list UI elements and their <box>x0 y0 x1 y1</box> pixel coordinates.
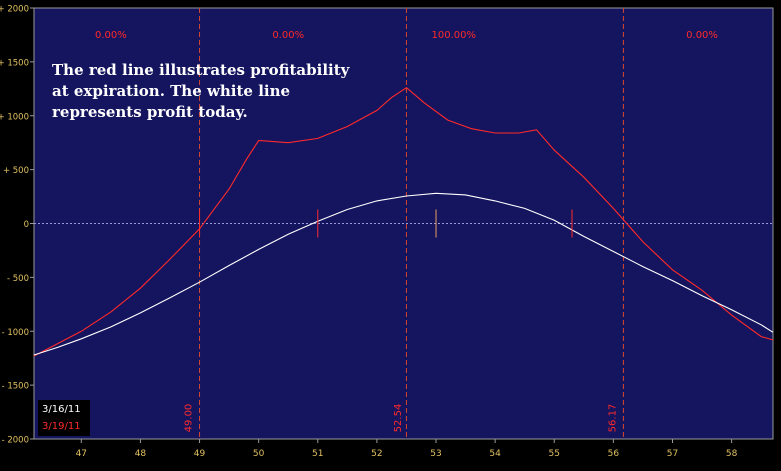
breakeven-label-1: 52.54 <box>393 404 404 433</box>
y-tick-label-3: + 500 <box>3 166 29 176</box>
y-tick-label-8: - 2000 <box>2 436 29 446</box>
chart-annotation: The red line illustrates profitability a… <box>52 61 350 121</box>
breakeven-label-2: 56.17 <box>607 404 618 433</box>
x-tick-label-5: 52 <box>371 449 382 459</box>
y-tick-label-1: + 1500 <box>0 58 29 68</box>
y-tick-label-0: + 2000 <box>0 5 29 15</box>
zone-label-3: 0.00% <box>686 30 718 41</box>
x-tick-label-9: 56 <box>608 449 620 459</box>
x-tick-label-3: 50 <box>253 449 265 459</box>
series-lines <box>33 87 774 357</box>
x-tick-label-4: 51 <box>312 449 323 459</box>
strike-ticks <box>199 209 573 238</box>
x-tick-label-6: 53 <box>430 449 441 459</box>
zone-label-0: 0.00% <box>95 30 127 41</box>
x-axis: 47 48 49 50 51 52 53 54 55 56 57 58 <box>76 439 738 459</box>
x-tick-label-1: 48 <box>135 449 147 459</box>
legend-entry-white: 3/16/11 <box>42 404 81 415</box>
y-tick-label-6: - 1000 <box>2 328 29 338</box>
x-tick-label-10: 57 <box>667 449 678 459</box>
breakeven-label-0: 49.00 <box>184 404 195 433</box>
y-axis: + 2000 + 1500 + 1000 + 500 0 - 500 - 1000 - 150… <box>0 5 34 446</box>
x-tick-label-11: 58 <box>726 449 738 459</box>
y-tick-label-4: 0 <box>24 220 29 230</box>
zone-label-2: 100.00% <box>432 30 477 41</box>
x-tick-label-2: 49 <box>194 449 206 459</box>
zone-label-1: 0.00% <box>272 30 304 41</box>
x-tick-label-8: 55 <box>549 449 560 459</box>
x-tick-label-0: 47 <box>76 449 87 459</box>
legend-entry-red: 3/19/11 <box>42 421 81 432</box>
y-tick-label-5: - 500 <box>7 274 29 284</box>
series-line-1 <box>33 192 774 356</box>
zone-labels: 0.00% 0.00% 100.00% 0.00% <box>95 30 718 41</box>
y-tick-label-7: - 1500 <box>2 382 29 392</box>
breakeven-labels: 49.00 52.54 56.17 <box>184 404 619 433</box>
y-tick-label-2: + 1000 <box>0 112 29 122</box>
series-line-0 <box>33 87 774 357</box>
legend: 3/16/11 3/19/11 <box>38 400 90 436</box>
x-tick-label-7: 54 <box>489 449 501 459</box>
